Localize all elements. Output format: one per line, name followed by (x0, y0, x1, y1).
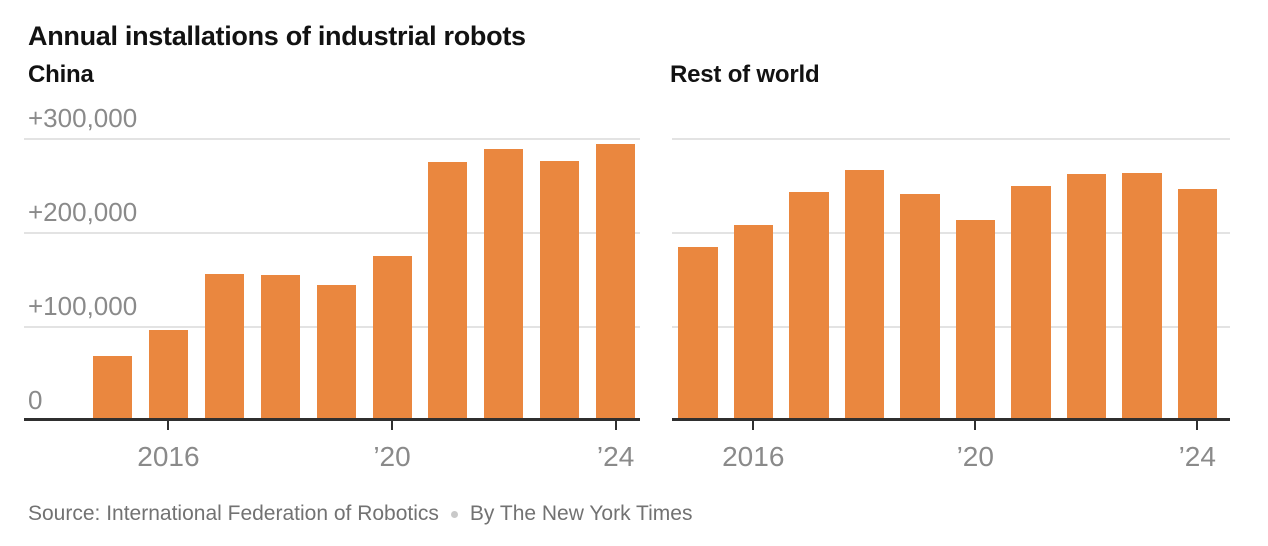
x-axis-tick (752, 421, 755, 430)
bar-2020 (955, 220, 995, 420)
source-credit: Source: International Federation of Robo… (28, 502, 439, 525)
x-axis-tick (614, 421, 617, 430)
bar-2017 (204, 274, 244, 420)
separator-dot-icon (450, 510, 458, 518)
bar-2021 (428, 162, 468, 420)
bar-2024 (596, 144, 636, 420)
x-axis-label-24: ’24 (596, 441, 635, 472)
gridline-200000 (672, 231, 1230, 234)
x-axis-tick (167, 421, 170, 430)
bar-2019 (316, 285, 356, 420)
gridline-100000 (672, 325, 1230, 328)
bar-2021 (1011, 185, 1051, 420)
x-axis-line (24, 418, 640, 421)
gridline-300000 (672, 137, 1230, 140)
footer: Source: International Federation of Robo… (28, 502, 692, 526)
bar-2016 (148, 329, 188, 420)
x-axis-label-2016: 2016 (722, 441, 785, 472)
y-axis-label-300000: +300,000 (28, 102, 138, 133)
bar-2017 (789, 192, 829, 420)
y-axis-label-100000: +100,000 (28, 290, 138, 321)
x-axis-label-24: ’24 (1178, 441, 1216, 472)
bar-2015 (678, 246, 718, 420)
bar-2020 (372, 256, 412, 420)
byline: By The New York Times (469, 502, 693, 525)
x-axis-label-20: ’20 (956, 441, 994, 472)
bar-2019 (900, 194, 940, 420)
bar-2016 (733, 225, 773, 420)
x-axis-tick (974, 421, 977, 430)
subtitle-rest-of-world: Rest of world (670, 61, 820, 88)
subtitle-china: China (28, 61, 94, 88)
gridline-300000 (24, 137, 640, 140)
x-axis-label-2016: 2016 (137, 441, 200, 472)
x-axis-tick (1196, 421, 1199, 430)
bar-2015 (93, 355, 132, 420)
x-axis-tick (391, 421, 393, 430)
bar-2022 (1066, 174, 1106, 420)
page-title: Annual installations of industrial robot… (28, 21, 526, 51)
bar-2024 (1177, 188, 1217, 420)
bar-2023 (1122, 172, 1162, 420)
chart-china: 2016 ’20 ’24 +300,000 +200,000 +100,000 0 (24, 0, 640, 546)
bar-2023 (540, 161, 580, 420)
bar-2018 (260, 275, 300, 420)
gridline-200000 (24, 231, 640, 234)
chart-rest-of-world: 2016 ’20 ’24 (672, 0, 1230, 546)
x-axis-label-20: ’20 (373, 441, 411, 472)
bar-2022 (484, 149, 524, 420)
y-axis-label-0: 0 (28, 384, 43, 415)
x-axis-line (672, 418, 1230, 421)
bar-2018 (844, 169, 884, 420)
y-axis-label-200000: +200,000 (28, 196, 138, 227)
